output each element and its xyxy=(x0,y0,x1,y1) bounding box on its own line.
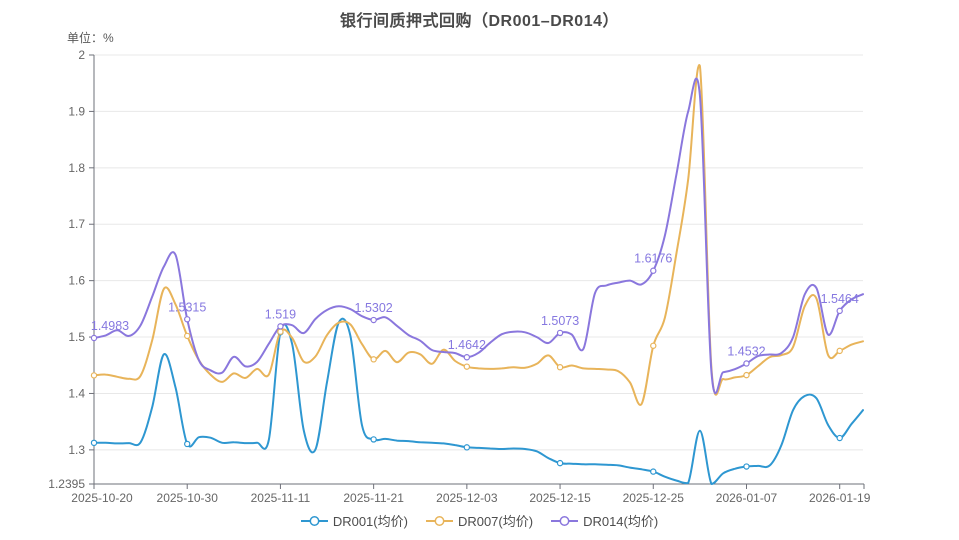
y-axis-tick-label: 1.2395 xyxy=(48,477,85,491)
y-axis-tick-label: 1.7 xyxy=(68,217,85,231)
data-point-label: 1.4532 xyxy=(727,344,765,358)
series-point-marker xyxy=(650,267,657,274)
series-line-dr007 xyxy=(93,64,864,406)
series-point-marker xyxy=(836,307,843,315)
series-point-marker xyxy=(650,342,657,349)
data-point-label: 1.4642 xyxy=(448,338,486,352)
series-point-marker xyxy=(743,371,750,379)
legend-item-dr001[interactable]: DR001(均价) xyxy=(300,511,408,530)
series-point-marker xyxy=(90,439,98,447)
series-point-marker xyxy=(556,459,564,467)
series-point-marker xyxy=(370,316,377,324)
legend-item-label: DR001(均价) xyxy=(332,514,408,529)
y-axis-tick-label: 1.8 xyxy=(68,161,85,175)
y-axis-tick-label: 1.5 xyxy=(68,330,85,344)
data-point-label: 1.519 xyxy=(265,307,296,321)
series-point-marker xyxy=(370,436,377,443)
data-point-label: 1.5302 xyxy=(355,301,393,315)
series-point-marker xyxy=(90,334,98,342)
legend-item-label: DR007(均价) xyxy=(457,514,534,529)
chart-title: 银行间质押式回购（DR001–DR014） xyxy=(339,13,619,30)
series-point-marker xyxy=(836,434,843,442)
legend: DR001(均价) DR007(均价) DR014(均价) xyxy=(0,511,959,530)
series-line-dr001 xyxy=(93,317,864,485)
legend-item-dr007[interactable]: DR007(均价) xyxy=(425,511,534,530)
y-axis-tick-label: 1.3 xyxy=(68,443,85,457)
line-chart-plot: 1.2395 1.3 1.4 1.5 1.6 1.7 1.8 1.9 2 2025-10-20 20… xyxy=(48,48,871,505)
x-axis-tick-label: 2026-01-19 xyxy=(809,491,871,505)
data-point-label: 1.4983 xyxy=(91,319,129,333)
x-axis-tick-label: 2025-10-20 xyxy=(71,491,133,505)
x-axis-tick-label: 2025-11-21 xyxy=(343,491,404,505)
series-point-marker xyxy=(743,360,750,367)
x-axis-tick-label: 2025-12-25 xyxy=(623,491,685,505)
series-point-marker xyxy=(556,329,564,337)
data-point-label: 1.5315 xyxy=(168,300,206,314)
series-point-marker xyxy=(90,372,98,379)
series-point-marker xyxy=(463,363,471,370)
series-point-marker xyxy=(650,468,657,475)
y-axis-tick-label: 2 xyxy=(78,48,85,62)
legend-line-circle-icon xyxy=(425,515,453,526)
series-point-marker xyxy=(184,332,191,340)
series-point-marker xyxy=(277,328,284,335)
data-point-label: 1.5073 xyxy=(541,314,579,328)
series-point-marker xyxy=(184,440,191,448)
legend-item-dr014[interactable]: DR014(均价) xyxy=(551,511,658,530)
series-point-marker xyxy=(370,356,377,363)
x-axis-tick-label: 2025-12-15 xyxy=(529,491,591,505)
y-axis-tick-label: 1.4 xyxy=(68,386,85,400)
series-line-dr014 xyxy=(93,77,864,395)
data-point-label: 1.5464 xyxy=(821,292,859,306)
series-point-marker xyxy=(836,347,843,355)
series-point-marker xyxy=(743,463,750,470)
x-axis-tick-label: 2025-11-11 xyxy=(251,491,311,505)
y-axis-tick-label: 1.9 xyxy=(68,104,85,118)
legend-line-circle-icon xyxy=(551,515,579,526)
series-point-marker xyxy=(184,316,191,323)
series-point-marker xyxy=(277,323,284,330)
legend-item-label: DR014(均价) xyxy=(583,514,659,529)
y-axis-unit-label: 单位：% xyxy=(67,31,114,45)
x-axis-tick-label: 2025-10-30 xyxy=(157,491,219,505)
series-point-marker xyxy=(463,444,471,451)
data-point-label: 1.6176 xyxy=(634,252,672,266)
series-point-marker xyxy=(556,364,564,371)
y-axis-tick-label: 1.6 xyxy=(68,274,85,288)
x-axis-tick-label: 2026-01-07 xyxy=(716,491,778,505)
x-axis-tick-label: 2025-12-03 xyxy=(436,491,498,505)
legend-line-circle-icon xyxy=(300,515,328,526)
series-point-marker xyxy=(463,354,471,361)
